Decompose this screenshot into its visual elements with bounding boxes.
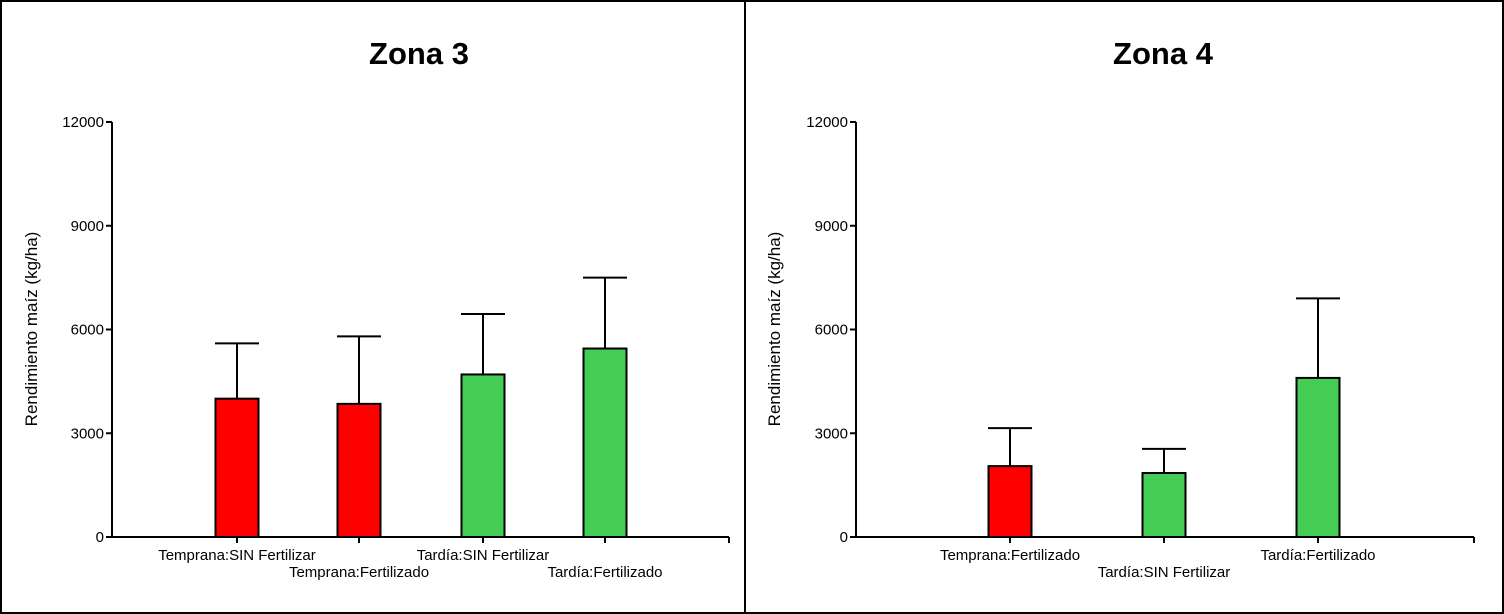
bar (336, 402, 382, 538)
y-tick-label: 3000 (815, 425, 848, 442)
category-label: Tardía:SIN Fertilizar (1098, 564, 1231, 581)
category-label: Temprana:Fertilizado (940, 547, 1080, 564)
chart-zona-3: Zona 3 Rendimiento maíz (kg/ha) 0 3000 600… (22, 36, 730, 581)
chart-zona-4: Zona 4 Rendimiento maíz (kg/ha) 0 3000 600… (765, 36, 1475, 581)
category-label: Temprana:SIN Fertilizar (158, 547, 316, 564)
y-axis-label: Rendimiento maíz (kg/ha) (765, 232, 784, 427)
y-tick-label: 0 (96, 529, 104, 546)
y-tick-label: 6000 (815, 322, 848, 339)
chart-title: Zona 3 (369, 36, 469, 71)
y-tick-label: 6000 (71, 322, 104, 339)
y-tick-label: 9000 (815, 218, 848, 235)
y-tick-label: 12000 (62, 114, 104, 131)
panel-divider (744, 2, 746, 614)
category-label: Tardía:Fertilizado (547, 564, 662, 581)
bar (214, 397, 260, 538)
y-tick-label: 0 (840, 529, 848, 546)
bar (1295, 376, 1341, 538)
y-axis-label: Rendimiento maíz (kg/ha) (22, 232, 41, 427)
y-tick-label: 3000 (71, 425, 104, 442)
category-label: Temprana:Fertilizado (289, 564, 429, 581)
bar (582, 347, 628, 539)
plot-area: 0 3000 6000 9000 12000 Temprana:Fertilizado Ta… (806, 114, 1475, 581)
bar (460, 373, 506, 539)
bar (987, 465, 1033, 538)
chart-title: Zona 4 (1113, 36, 1214, 71)
y-tick-label: 12000 (806, 114, 848, 131)
y-tick-label: 9000 (71, 218, 104, 235)
plot-area: 0 3000 6000 9000 12000 Temprana:SIN Fertiliza… (62, 114, 730, 581)
category-label: Tardía:SIN Fertilizar (417, 547, 550, 564)
category-label: Tardía:Fertilizado (1260, 547, 1375, 564)
bar (1141, 472, 1187, 539)
